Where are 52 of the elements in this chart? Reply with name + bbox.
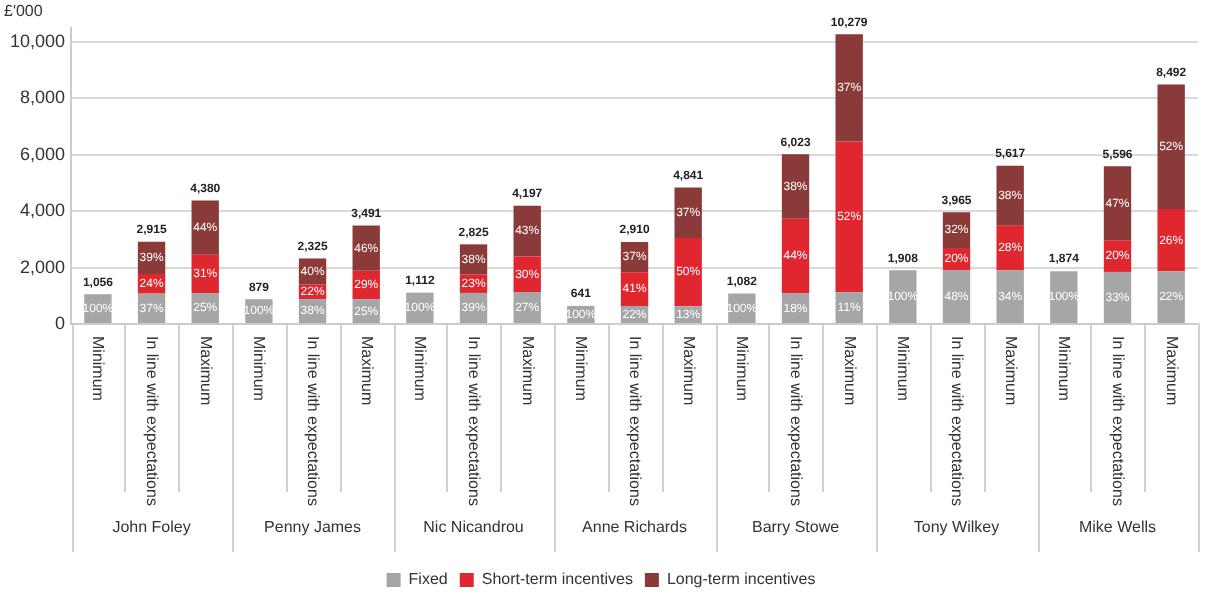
y-tick-label: 6,000: [19, 143, 66, 164]
y-tick-label: 2,000: [19, 256, 66, 277]
x-tick-label: In line with expectations: [465, 336, 484, 506]
text: Nic Nicandrou: [423, 518, 524, 537]
x-tick-label: Maximum: [518, 336, 537, 407]
x-tick-label: Maximum: [679, 336, 698, 407]
x-tick-label: Minimum: [733, 336, 752, 402]
text: Mike Wells: [1078, 518, 1157, 537]
x-tick-label: Minimum: [89, 336, 108, 402]
y-axis-title: £'000: [4, 2, 44, 21]
y-tick-label: 10,000: [9, 31, 66, 52]
text: Anne Richards: [582, 518, 688, 537]
x-tick-label: Maximum: [357, 336, 376, 407]
bar: [996, 270, 1024, 323]
x-tick-label: Minimum: [250, 336, 269, 402]
x-tick-label: In line with expectations: [787, 336, 806, 506]
x-tick-label: Maximum: [1162, 336, 1181, 407]
x-tick-label: Maximum: [196, 336, 215, 407]
bar: [1050, 271, 1078, 323]
legend-label: Long-term incentives: [666, 570, 816, 589]
text: Tony Wilkey: [913, 518, 1000, 537]
x-tick-label: In line with expectations: [948, 336, 967, 506]
x-tick-label: Minimum: [894, 336, 913, 402]
bar: [674, 238, 702, 307]
y-tick-label: 0: [55, 312, 66, 333]
x-tick-label: Maximum: [1001, 336, 1020, 407]
bar: [835, 34, 863, 142]
x-tick-label: In line with expectations: [1109, 336, 1128, 506]
bar: [781, 154, 810, 219]
bar: [1157, 84, 1185, 210]
legend-label: Short-term incentives: [481, 570, 633, 589]
bar: [1157, 209, 1185, 272]
x-tick-label: Maximum: [840, 336, 859, 407]
bar: [781, 218, 810, 294]
bar: [996, 165, 1024, 226]
text: Penny James: [264, 518, 362, 537]
x-tick-label: In line with expectations: [626, 336, 645, 506]
x-tick-label: Minimum: [411, 336, 430, 402]
x-tick-label: In line with expectations: [304, 336, 323, 506]
x-tick-label: Minimum: [1055, 336, 1074, 402]
bar: [835, 141, 863, 293]
text: John Foley: [112, 518, 191, 537]
text: Barry Stowe: [751, 518, 841, 537]
bar: [1103, 166, 1132, 241]
legend-label: Fixed: [408, 570, 448, 589]
bar: [1157, 271, 1185, 323]
bar: [889, 270, 917, 323]
x-tick-label: In line with expectations: [143, 336, 162, 506]
y-tick-label: 4,000: [19, 200, 66, 221]
bar: [996, 225, 1024, 271]
x-tick-label: Minimum: [572, 336, 591, 402]
y-tick-label: 8,000: [19, 87, 66, 108]
